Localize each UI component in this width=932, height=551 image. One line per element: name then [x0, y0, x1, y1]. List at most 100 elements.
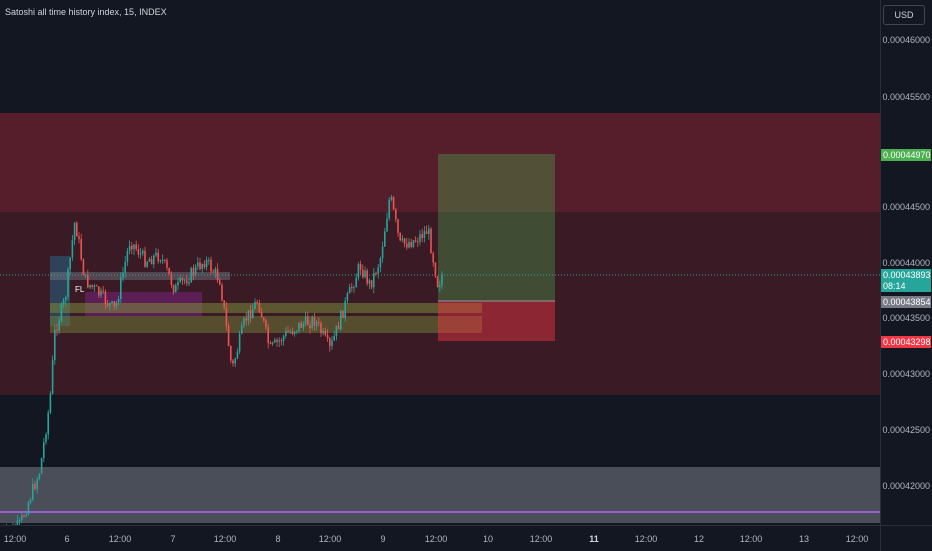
time-tick: 12:00 — [424, 534, 448, 544]
candle-body — [115, 302, 118, 307]
candle-body — [192, 268, 195, 275]
candle-body — [351, 287, 353, 289]
candle-body — [128, 245, 131, 251]
candle-body — [366, 270, 368, 284]
time-tick: 12:00 — [108, 534, 132, 544]
candle-body — [245, 318, 247, 321]
price-tick: 0.00045500 — [882, 92, 930, 102]
candle-body — [439, 285, 441, 287]
candle-body — [139, 253, 142, 255]
time-tick: 6 — [64, 534, 70, 544]
candle-body — [60, 304, 63, 321]
candle-body — [318, 321, 320, 323]
candle-body — [249, 310, 252, 319]
candle-body — [51, 359, 54, 394]
candle-body — [146, 261, 148, 267]
candle-body — [265, 320, 267, 328]
candle-body — [267, 327, 269, 343]
candle-body — [111, 301, 113, 303]
candle-body — [225, 307, 228, 326]
candle-body — [300, 322, 302, 328]
candle-body — [58, 320, 60, 331]
candle-body — [392, 197, 395, 210]
candle-body — [291, 331, 294, 334]
candle-body — [212, 271, 214, 273]
candle-body — [230, 346, 232, 361]
candle-body — [397, 219, 399, 233]
candle-body — [368, 280, 371, 284]
stop-loss-area[interactable] — [438, 301, 555, 341]
candle-body — [329, 338, 331, 347]
candle-body — [309, 325, 311, 329]
entry-label[interactable]: 0.00043854 — [881, 296, 931, 308]
candle-body — [82, 259, 85, 276]
take-profit-label[interactable]: 0.00044970 — [881, 149, 931, 161]
stop-loss-label[interactable]: 0.00043298 — [881, 336, 931, 348]
time-tick: 12:00 — [634, 534, 658, 544]
candle-body — [208, 259, 210, 261]
candle-body — [113, 301, 115, 307]
last-price-label[interactable]: 0.00043893 — [881, 269, 931, 281]
candle-body — [280, 340, 283, 342]
candle-body — [247, 310, 250, 321]
candle-body — [78, 236, 80, 240]
price-tick: 0.00042500 — [882, 425, 930, 435]
candle-body — [428, 228, 430, 234]
candle-body — [177, 281, 179, 286]
candle-body — [157, 252, 159, 262]
candle-body — [27, 502, 30, 515]
time-tick: 9 — [380, 534, 386, 544]
candle-body — [104, 291, 107, 304]
candle-body — [69, 257, 71, 270]
price-tick: 0.00044000 — [882, 258, 930, 268]
candle-body — [252, 308, 254, 319]
candle-body — [135, 244, 137, 250]
candle-body — [109, 302, 111, 306]
candle-body — [91, 284, 93, 288]
price-tick: 0.00046000 — [882, 35, 930, 45]
candle-body — [322, 330, 324, 334]
time-tick: 12:00 — [529, 534, 553, 544]
candle-body — [348, 287, 351, 294]
candle-body — [432, 253, 434, 263]
axis-corner — [880, 525, 932, 551]
candle-body — [150, 258, 153, 265]
candle-body — [381, 246, 384, 259]
take-profit-area[interactable] — [438, 154, 555, 301]
currency-button[interactable]: USD — [883, 5, 925, 25]
candle-body — [373, 272, 375, 288]
resistance-zone-top[interactable] — [0, 113, 880, 212]
olive-band-1[interactable] — [50, 303, 482, 313]
chart-canvas[interactable]: FL — [0, 0, 880, 525]
candle-body — [421, 234, 423, 238]
candle-body — [271, 342, 274, 344]
time-axis[interactable]: 12:00 6 12:00 7 12:00 8 12:00 9 12:00 10… — [0, 525, 880, 551]
candle-body — [40, 458, 43, 474]
candle-body — [425, 231, 428, 234]
time-tick: 12:00 — [845, 534, 869, 544]
candlesticks[interactable] — [1, 194, 443, 525]
candle-body — [298, 322, 300, 331]
price-axis[interactable]: 0.00046000 0.00045500 0.00044500 0.00044… — [880, 0, 932, 525]
candle-body — [342, 310, 344, 318]
candle-body — [201, 263, 203, 270]
candle-body — [179, 278, 181, 282]
candle-body — [359, 264, 362, 270]
drawing-label[interactable]: FL — [75, 285, 85, 294]
candle-body — [355, 277, 357, 288]
candle-body — [84, 274, 87, 276]
candle-body — [186, 280, 188, 284]
fvg-box-blue[interactable] — [50, 256, 70, 326]
gray-block-mid[interactable] — [50, 272, 230, 280]
candle-body — [377, 267, 379, 274]
candle-body — [190, 268, 192, 283]
candle-body — [45, 434, 47, 443]
support-zone-gray[interactable] — [0, 467, 880, 523]
chart-title: Satoshi all time history index, 15, INDE… — [5, 7, 167, 17]
candle-body — [49, 393, 52, 413]
candle-body — [197, 262, 199, 267]
time-tick: 11 — [589, 534, 599, 544]
candle-body — [205, 259, 208, 268]
candle-body — [38, 473, 41, 480]
candle-body — [370, 280, 373, 288]
